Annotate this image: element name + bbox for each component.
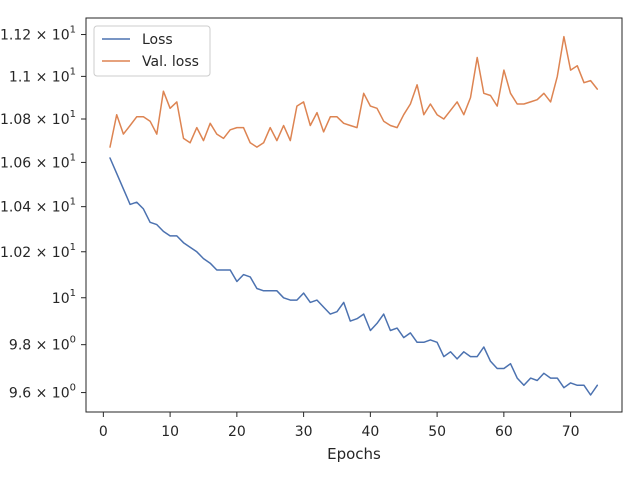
y-tick-label: 101 — [52, 288, 76, 307]
y-tick-label: 1.04 × 101 — [0, 197, 76, 216]
x-axis-label: Epochs — [327, 445, 381, 463]
y-tick-label: 1.12 × 101 — [0, 25, 76, 44]
x-tick-label: 30 — [295, 424, 313, 440]
x-tick-label: 60 — [495, 424, 513, 440]
y-tick-label: 1.06 × 101 — [0, 152, 76, 171]
series-layer — [109, 35, 599, 396]
x-tick-label: 50 — [428, 424, 446, 440]
x-tick-label: 20 — [228, 424, 246, 440]
y-tick-label: 1.1 × 101 — [9, 66, 76, 85]
series-line-0 — [109, 157, 599, 396]
x-axis: 0 10 20 30 40 50 60 70 — [99, 412, 580, 440]
y-tick-label: 9.6 × 100 — [9, 383, 76, 402]
legend-label-1: Val. loss — [142, 54, 199, 70]
x-tick-label: 40 — [361, 424, 379, 440]
y-tick-label: 1.02 × 101 — [0, 242, 76, 261]
legend-label-0: Loss — [142, 32, 173, 48]
y-axis: 9.6 × 100 9.8 × 100 101 1.02 × 101 1.04 × 10… — [0, 25, 86, 402]
x-tick-label: 70 — [562, 424, 580, 440]
x-tick-label: 0 — [99, 424, 108, 440]
y-tick-label: 1.08 × 101 — [0, 109, 76, 128]
y-tick-label: 9.8 × 100 — [9, 335, 76, 354]
plot-frame — [85, 17, 623, 413]
series-line-1 — [109, 35, 599, 148]
x-tick-label: 10 — [161, 424, 179, 440]
legend: Loss Val. loss — [93, 25, 211, 77]
